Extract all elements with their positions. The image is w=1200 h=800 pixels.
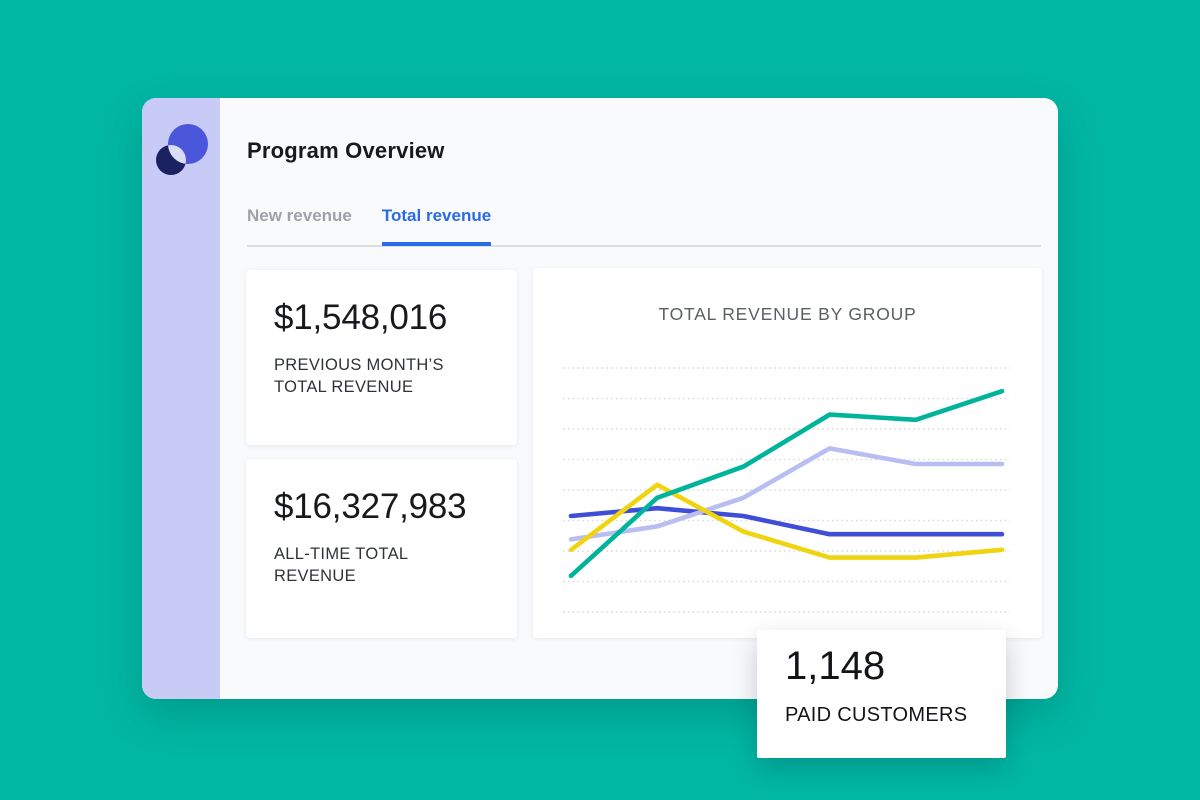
all-time-revenue-card: $16,327,983 ALL-TIME TOTAL REVENUE bbox=[246, 459, 517, 638]
revenue-line-chart bbox=[563, 367, 1010, 613]
previous-month-revenue-card: $1,548,016 PREVIOUS MONTH’S TOTAL REVENU… bbox=[246, 270, 517, 445]
app-logo-icon bbox=[156, 124, 208, 175]
chart-line-lavender-group bbox=[568, 446, 1005, 542]
tab-new-revenue[interactable]: New revenue bbox=[247, 206, 352, 225]
paid-customers-value: 1,148 bbox=[785, 644, 886, 688]
all-time-revenue-label: ALL-TIME TOTAL REVENUE bbox=[274, 545, 409, 585]
chart-line-teal-group bbox=[568, 388, 1005, 579]
all-time-revenue-value: $16,327,983 bbox=[274, 487, 467, 526]
tab-bar: New revenue Total revenue bbox=[247, 206, 492, 246]
revenue-chart-card: TOTAL REVENUE BY GROUP bbox=[533, 268, 1042, 638]
paid-customers-card: 1,148 PAID CUSTOMERS bbox=[757, 630, 1006, 758]
previous-month-revenue-value: $1,548,016 bbox=[274, 298, 448, 337]
sidebar bbox=[142, 98, 220, 699]
tab-total-revenue[interactable]: Total revenue bbox=[381, 206, 492, 246]
tab-divider bbox=[247, 245, 1041, 247]
chart-line-yellow-group bbox=[568, 482, 1005, 560]
program-overview-panel: Program Overview New revenue Total reven… bbox=[142, 98, 1058, 699]
page-title: Program Overview bbox=[247, 138, 445, 163]
paid-customers-label: PAID CUSTOMERS bbox=[785, 704, 968, 726]
chart-title: TOTAL REVENUE BY GROUP bbox=[658, 304, 917, 324]
previous-month-revenue-label: PREVIOUS MONTH’S TOTAL REVENUE bbox=[274, 356, 444, 396]
